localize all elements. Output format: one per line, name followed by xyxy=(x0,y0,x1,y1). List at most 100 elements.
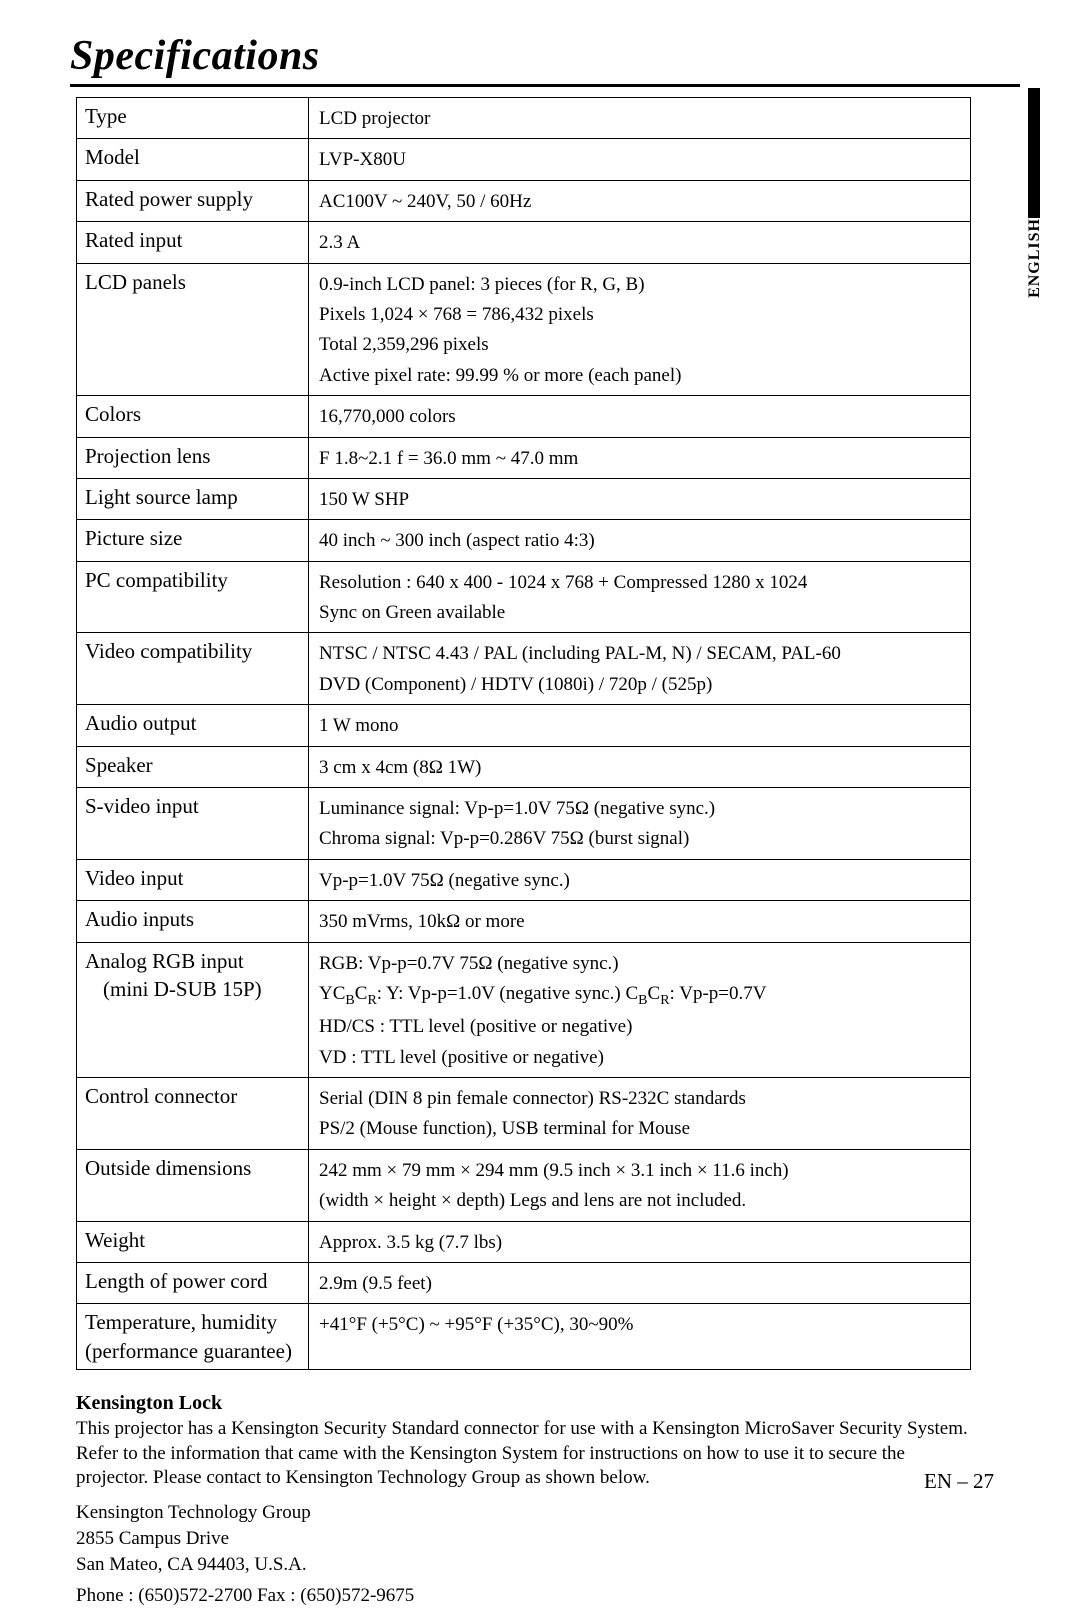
spec-label: Video input xyxy=(77,859,309,900)
language-tab: ENGLISH xyxy=(1016,88,1040,218)
table-row: Light source lamp 150 W SHP xyxy=(77,478,971,519)
footnote-addr1: Kensington Technology Group xyxy=(76,1501,970,1525)
table-row: Rated power supplyAC100V ~ 240V, 50 / 60… xyxy=(77,180,971,221)
spec-value-line: +41°F (+5°C) ~ +95°F (+35°C), 30~90% xyxy=(319,1310,964,1340)
spec-value-line: YCBCR: Y: Vp-p=1.0V (negative sync.) CBC… xyxy=(319,979,964,1012)
spec-value-line: RGB: Vp-p=0.7V 75Ω (negative sync.) xyxy=(319,949,964,979)
spec-label-sub: (performance guarantee) xyxy=(85,1337,302,1365)
spec-label: Video compatibility xyxy=(77,633,309,705)
spec-value-line: Approx. 3.5 kg (7.7 lbs) xyxy=(319,1228,964,1258)
spec-value-line: DVD (Component) / HDTV (1080i) / 720p / … xyxy=(319,670,964,700)
spec-value-line: Chroma signal: Vp-p=0.286V 75Ω (burst si… xyxy=(319,824,964,854)
spec-label: Rated input xyxy=(77,222,309,263)
spec-value: 2.9m (9.5 feet) xyxy=(309,1262,971,1303)
spec-value-line: Vp-p=1.0V 75Ω (negative sync.) xyxy=(319,866,964,896)
spec-value-line: VD : TTL level (positive or negative) xyxy=(319,1043,964,1073)
spec-value-line: Total 2,359,296 pixels xyxy=(319,330,964,360)
spec-value: 3 cm x 4cm (8Ω 1W) xyxy=(309,746,971,787)
spec-value: 150 W SHP xyxy=(309,478,971,519)
table-row: Model LVP-X80U xyxy=(77,139,971,180)
spec-value-line: Sync on Green available xyxy=(319,598,964,628)
spec-value-line: Serial (DIN 8 pin female connector) RS-2… xyxy=(319,1084,964,1114)
spec-value-line: (width × height × depth) Legs and lens a… xyxy=(319,1186,964,1216)
spec-label: Model xyxy=(77,139,309,180)
table-row: Rated input 2.3 A xyxy=(77,222,971,263)
language-tab-text: ENGLISH xyxy=(1026,218,1044,298)
spec-value: Luminance signal: Vp-p=1.0V 75Ω (negativ… xyxy=(309,788,971,860)
spec-table: TypeLCD projectorModel LVP-X80U Rated powe… xyxy=(76,97,971,1370)
table-row: PC compatibilityResolution : 640 x 400 -… xyxy=(77,561,971,633)
language-tab-bar xyxy=(1028,88,1040,218)
spec-value-line: Pixels 1,024 × 768 = 786,432 pixels xyxy=(319,300,964,330)
page-number: EN – 27 xyxy=(924,1469,994,1494)
spec-label: Type xyxy=(77,98,309,139)
spec-value: F 1.8~2.1 f = 36.0 mm ~ 47.0 mm xyxy=(309,437,971,478)
spec-value: RGB: Vp-p=0.7V 75Ω (negative sync.)YCBCR… xyxy=(309,942,971,1077)
spec-value-line: Active pixel rate: 99.99 % or more (each… xyxy=(319,361,964,391)
spec-label: Colors xyxy=(77,396,309,437)
spec-value: 350 mVrms, 10kΩ or more xyxy=(309,901,971,942)
spec-label-sub: (mini D-SUB 15P) xyxy=(85,975,302,1003)
page: Specifications ENGLISH TypeLCD projector… xyxy=(0,0,1080,1528)
spec-label: Rated power supply xyxy=(77,180,309,221)
table-row: Outside dimensions242 mm × 79 mm × 294 m… xyxy=(77,1149,971,1221)
spec-label: Light source lamp xyxy=(77,478,309,519)
spec-label: Speaker xyxy=(77,746,309,787)
spec-value: Vp-p=1.0V 75Ω (negative sync.) xyxy=(309,859,971,900)
table-row: TypeLCD projector xyxy=(77,98,971,139)
footnote-section: Kensington Lock This projector has a Ken… xyxy=(76,1392,970,1609)
table-row: S-video input Luminance signal: Vp-p=1.0V… xyxy=(77,788,971,860)
table-row: Length of power cord 2.9m (9.5 feet) xyxy=(77,1262,971,1303)
table-row: Temperature, humidity(performance guaran… xyxy=(77,1304,971,1370)
spec-label: Length of power cord xyxy=(77,1262,309,1303)
table-row: LCD panels 0.9-inch LCD panel: 3 pieces (… xyxy=(77,263,971,396)
spec-label: Projection lens xyxy=(77,437,309,478)
footnote-phone: Phone : (650)572-2700 Fax : (650)572-967… xyxy=(76,1584,970,1609)
title-underline xyxy=(70,84,1020,87)
spec-value-line: F 1.8~2.1 f = 36.0 mm ~ 47.0 mm xyxy=(319,444,964,474)
spec-value: Approx. 3.5 kg (7.7 lbs) xyxy=(309,1221,971,1262)
spec-label: PC compatibility xyxy=(77,561,309,633)
spec-value-line: 0.9-inch LCD panel: 3 pieces (for R, G, … xyxy=(319,270,964,300)
spec-label: S-video input xyxy=(77,788,309,860)
spec-label: Audio output xyxy=(77,705,309,746)
spec-label: Picture size xyxy=(77,520,309,561)
spec-value-line: 16,770,000 colors xyxy=(319,402,964,432)
spec-value: +41°F (+5°C) ~ +95°F (+35°C), 30~90% xyxy=(309,1304,971,1370)
table-row: Video input Vp-p=1.0V 75Ω (negative sync.… xyxy=(77,859,971,900)
footnote-paragraph: This projector has a Kensington Security… xyxy=(76,1417,970,1491)
spec-value: 1 W mono xyxy=(309,705,971,746)
table-row: Audio inputs 350 mVrms, 10kΩ or more xyxy=(77,901,971,942)
spec-value-line: 242 mm × 79 mm × 294 mm (9.5 inch × 3.1 … xyxy=(319,1156,964,1186)
spec-label: Control connector xyxy=(77,1077,309,1149)
spec-value-line: HD/CS : TTL level (positive or negative) xyxy=(319,1012,964,1042)
spec-label: LCD panels xyxy=(77,263,309,396)
spec-value: LCD projector xyxy=(309,98,971,139)
footnote-addr3: San Mateo, CA 94403, U.S.A. xyxy=(76,1553,970,1577)
spec-value: 0.9-inch LCD panel: 3 pieces (for R, G, … xyxy=(309,263,971,396)
spec-value-line: 1 W mono xyxy=(319,711,964,741)
table-row: Control connector Serial (DIN 8 pin femal… xyxy=(77,1077,971,1149)
spec-value: 2.3 A xyxy=(309,222,971,263)
spec-value-line: 2.9m (9.5 feet) xyxy=(319,1269,964,1299)
spec-label: Audio inputs xyxy=(77,901,309,942)
table-row: Colors 16,770,000 colors xyxy=(77,396,971,437)
page-title: Specifications xyxy=(70,32,1020,80)
spec-value-line: 350 mVrms, 10kΩ or more xyxy=(319,907,964,937)
spec-value: LVP-X80U xyxy=(309,139,971,180)
table-row: Analog RGB input(mini D-SUB 15P)RGB: Vp-… xyxy=(77,942,971,1077)
table-row: Audio output 1 W mono xyxy=(77,705,971,746)
spec-value-line: 2.3 A xyxy=(319,228,964,258)
spec-value: 40 inch ~ 300 inch (aspect ratio 4:3) xyxy=(309,520,971,561)
spec-value-line: 40 inch ~ 300 inch (aspect ratio 4:3) xyxy=(319,526,964,556)
spec-value: 16,770,000 colors xyxy=(309,396,971,437)
spec-label: Analog RGB input(mini D-SUB 15P) xyxy=(77,942,309,1077)
spec-label: Weight xyxy=(77,1221,309,1262)
spec-value-line: 3 cm x 4cm (8Ω 1W) xyxy=(319,753,964,783)
spec-value-line: Luminance signal: Vp-p=1.0V 75Ω (negativ… xyxy=(319,794,964,824)
spec-value-line: 150 W SHP xyxy=(319,485,964,515)
spec-value: Resolution : 640 x 400 - 1024 x 768 + Co… xyxy=(309,561,971,633)
spec-value-line: LVP-X80U xyxy=(319,145,964,175)
spec-value-line: NTSC / NTSC 4.43 / PAL (including PAL-M,… xyxy=(319,639,964,669)
footnote-addr2: 2855 Campus Drive xyxy=(76,1527,970,1551)
